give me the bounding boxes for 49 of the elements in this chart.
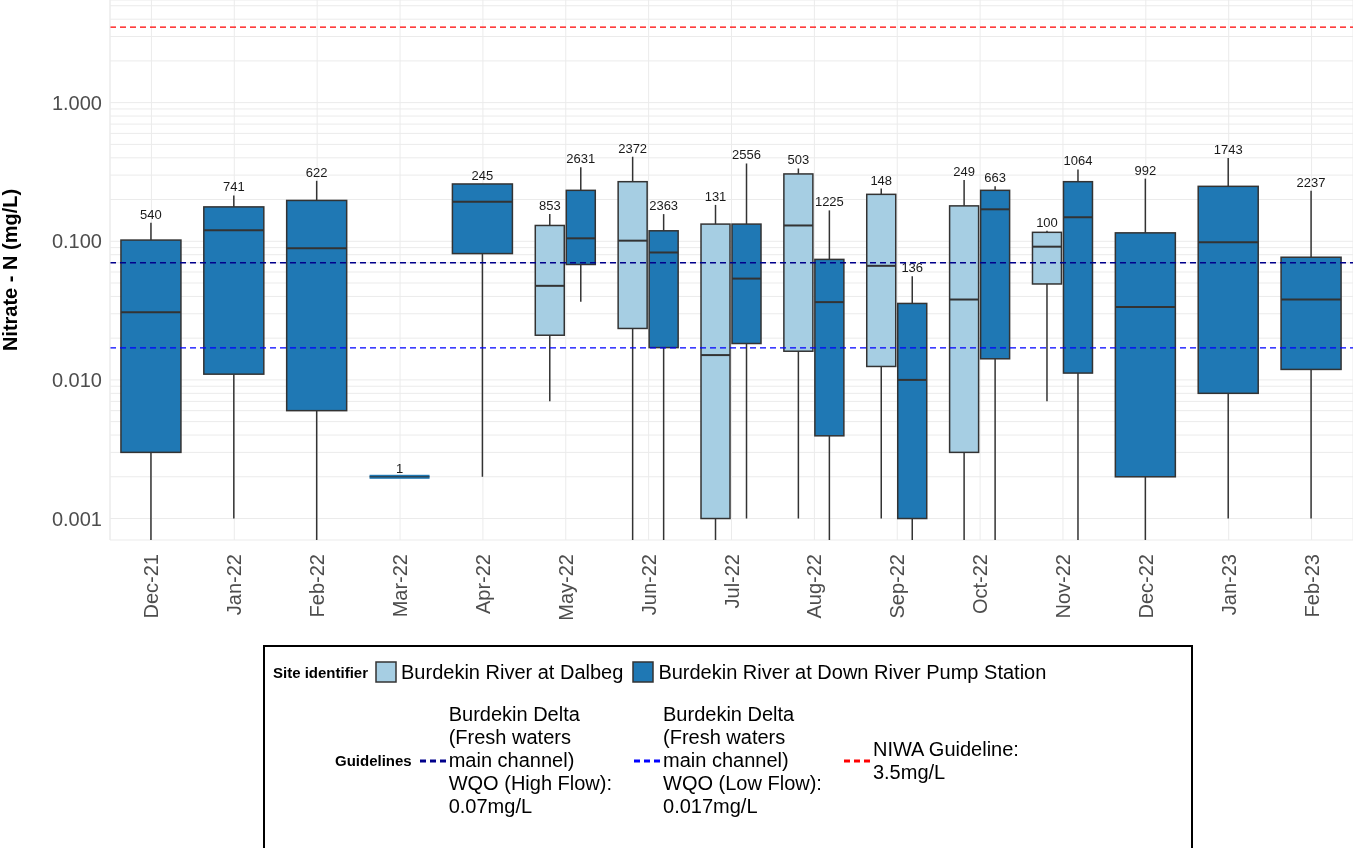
text: 503 bbox=[787, 152, 810, 168]
text: 245 bbox=[471, 167, 494, 183]
text: 663 bbox=[984, 170, 1006, 186]
x-tick-label: Mar-22 bbox=[389, 554, 412, 618]
y-axis-title: Nitrate - N (mg/L) bbox=[0, 188, 22, 352]
x-tick-label: Apr-22 bbox=[471, 554, 494, 615]
x-tick-label: Jan-22 bbox=[223, 554, 246, 616]
x-tick-label: Oct-22 bbox=[969, 554, 992, 615]
legend-label: Burdekin Delta (Fresh waters main channel) WQO (High Flow): 0.07mg/L bbox=[448, 703, 613, 818]
legend-label: Burdekin River at Dalbeg bbox=[401, 660, 624, 684]
text: 136 bbox=[901, 260, 924, 276]
text: 2631 bbox=[566, 151, 596, 167]
y-tick-label: 0.001 bbox=[51, 507, 102, 530]
text: 131 bbox=[704, 188, 727, 204]
text: 2237 bbox=[1296, 174, 1326, 190]
legend-title: Site identifier bbox=[273, 663, 369, 681]
text: 622 bbox=[305, 164, 328, 180]
x-tick-label: Jul-22 bbox=[720, 554, 743, 609]
text: 1064 bbox=[1063, 153, 1093, 169]
y-tick-label: 1.000 bbox=[51, 91, 102, 114]
x-tick-label: Feb-22 bbox=[306, 554, 329, 618]
x-tick-label: Jun-22 bbox=[637, 554, 660, 616]
x-tick-label: Dec-21 bbox=[140, 554, 163, 619]
text: 853 bbox=[538, 198, 561, 214]
x-tick-label: May-22 bbox=[554, 554, 577, 621]
x-tick-label: Jan-23 bbox=[1217, 554, 1240, 616]
text: 2372 bbox=[618, 140, 648, 156]
x-tick-label: Aug-22 bbox=[803, 554, 826, 619]
legend-label: NIWA Guideline: 3.5mg/L bbox=[872, 737, 1019, 784]
text: 1225 bbox=[814, 194, 844, 210]
text: 540 bbox=[140, 206, 162, 222]
x-tick-label: Sep-22 bbox=[886, 554, 909, 619]
text: 2363 bbox=[649, 198, 679, 214]
text: 992 bbox=[1134, 162, 1157, 178]
text: 148 bbox=[870, 172, 893, 188]
y-tick-label: 0.010 bbox=[51, 369, 102, 391]
x-tick-label: Dec-22 bbox=[1134, 554, 1157, 619]
legend-label: Burdekin Delta (Fresh waters main channel) WQO (Low Flow): 0.017mg/L bbox=[663, 703, 822, 818]
x-tick-label: Feb-23 bbox=[1300, 554, 1323, 618]
text: Guidelines bbox=[335, 752, 412, 769]
y-tick-label: 0.100 bbox=[51, 230, 102, 253]
text: 2556 bbox=[732, 147, 761, 163]
text: 1 bbox=[395, 460, 404, 476]
x-tick-label: Nov-22 bbox=[1051, 554, 1074, 619]
text: 1743 bbox=[1213, 142, 1243, 158]
legend-label: Burdekin River at Down River Pump Station bbox=[658, 660, 1047, 684]
text: 249 bbox=[953, 163, 975, 179]
text: 741 bbox=[222, 179, 245, 195]
text: 100 bbox=[1036, 214, 1058, 230]
